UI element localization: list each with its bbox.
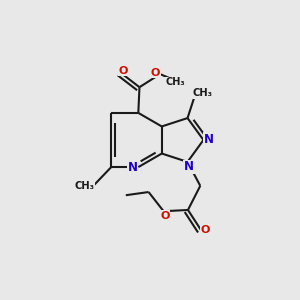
Text: N: N	[128, 161, 137, 174]
Text: O: O	[160, 211, 170, 221]
Text: O: O	[200, 224, 209, 235]
Text: N: N	[184, 160, 194, 173]
Text: CH₃: CH₃	[192, 88, 212, 98]
Text: CH₃: CH₃	[75, 181, 95, 190]
Text: O: O	[119, 66, 128, 76]
Text: N: N	[203, 133, 214, 146]
Text: CH₃: CH₃	[165, 77, 184, 87]
Text: O: O	[151, 68, 160, 78]
